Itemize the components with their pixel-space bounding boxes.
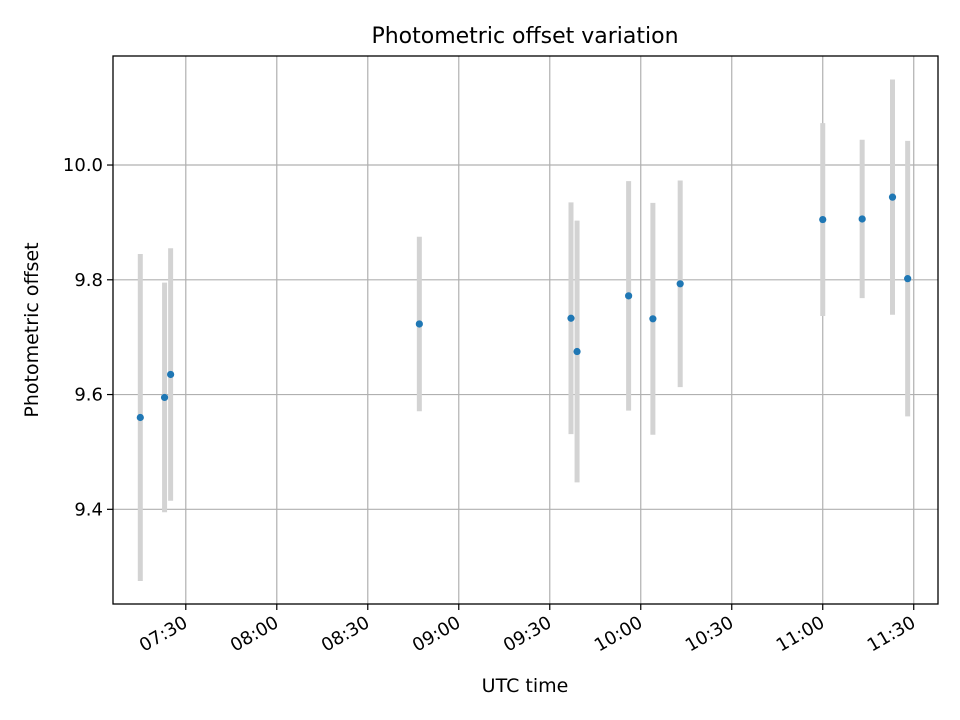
plot-frame	[112, 55, 939, 605]
grid	[113, 56, 938, 604]
data-point	[676, 280, 684, 288]
x-tick-label: 10:30	[682, 612, 737, 656]
chart-title: Photometric offset variation	[371, 24, 678, 49]
y-tick-label: 9.4	[74, 499, 103, 520]
y-tick-label: 10.0	[63, 155, 103, 176]
x-tick-label: 09:00	[409, 612, 464, 656]
data-point	[625, 292, 633, 300]
data-point	[904, 275, 912, 283]
x-tick-label: 07:30	[136, 612, 191, 656]
data-point	[649, 315, 657, 323]
y-tick-label: 9.8	[74, 270, 103, 291]
data-point	[819, 215, 827, 224]
y-axis-label: Photometric offset	[21, 242, 43, 417]
data-point	[136, 413, 144, 422]
y-tick-label: 9.6	[74, 385, 103, 406]
y-axis: 9.4 9.6 9.8 10.0	[63, 155, 113, 520]
data-point	[567, 314, 575, 322]
x-tick-label: 08:00	[227, 612, 282, 656]
x-axis-label: UTC time	[482, 675, 569, 697]
x-tick-label: 11:30	[864, 612, 919, 656]
data-point	[167, 370, 175, 379]
data-point	[573, 347, 581, 356]
data-points	[136, 193, 912, 422]
data-point	[888, 193, 897, 201]
x-axis: 07:30 08:00 08:30 09:00 09:30 10:00 10:30 11:00…	[136, 604, 919, 656]
x-tick-label: 09:30	[500, 612, 555, 656]
data-point	[160, 393, 169, 402]
x-tick-label: 08:30	[318, 612, 373, 656]
x-tick-label: 10:00	[591, 612, 646, 656]
data-point	[415, 320, 423, 328]
error-bars	[137, 79, 911, 582]
data-point	[858, 215, 866, 223]
x-tick-label: 11:00	[773, 612, 828, 656]
